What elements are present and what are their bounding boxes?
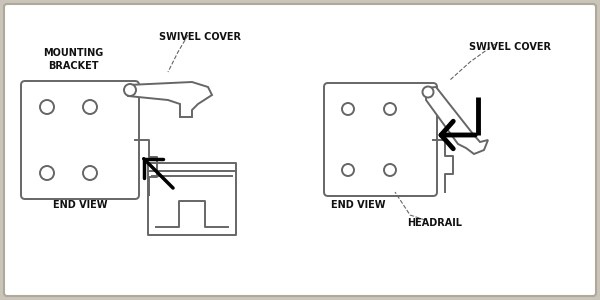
Circle shape — [384, 164, 396, 176]
Polygon shape — [128, 82, 212, 117]
Circle shape — [124, 84, 136, 96]
Circle shape — [40, 166, 54, 180]
Text: END VIEW: END VIEW — [53, 200, 107, 210]
Circle shape — [40, 100, 54, 114]
Circle shape — [83, 100, 97, 114]
Circle shape — [342, 103, 354, 115]
Text: HEADRAIL: HEADRAIL — [407, 218, 463, 228]
Circle shape — [342, 164, 354, 176]
FancyBboxPatch shape — [4, 4, 596, 296]
Text: END VIEW: END VIEW — [331, 200, 385, 210]
Text: SWIVEL COVER: SWIVEL COVER — [469, 42, 551, 52]
Text: MOUNTING
BRACKET: MOUNTING BRACKET — [43, 48, 103, 71]
Circle shape — [384, 103, 396, 115]
Circle shape — [83, 166, 97, 180]
FancyBboxPatch shape — [21, 81, 139, 199]
FancyBboxPatch shape — [324, 83, 437, 196]
Text: SWIVEL COVER: SWIVEL COVER — [159, 32, 241, 42]
Polygon shape — [426, 87, 488, 154]
Circle shape — [422, 86, 433, 98]
